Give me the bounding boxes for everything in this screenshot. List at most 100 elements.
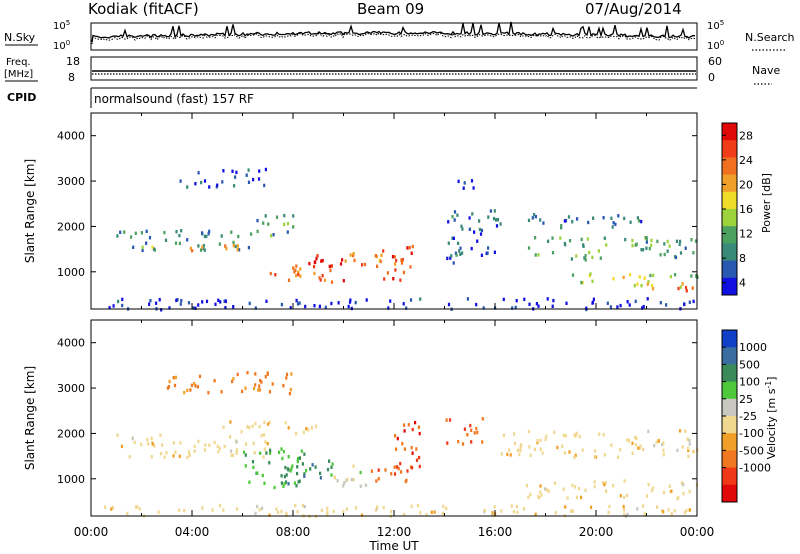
power-cell — [117, 299, 120, 304]
vel-cell — [303, 472, 306, 476]
vel-cell — [284, 480, 288, 484]
power-cell — [236, 244, 239, 248]
power-cell — [308, 261, 311, 266]
power-cell — [515, 299, 518, 303]
time-x-axis: 00:00 04:00 08:00 12:00 16:00 20:00 00:00 — [74, 525, 715, 539]
vel-cell — [290, 372, 293, 376]
power-cell — [329, 268, 332, 273]
power-cell — [148, 302, 151, 306]
power-cell — [457, 241, 460, 246]
vel-cell — [564, 434, 567, 438]
vel-cell — [470, 428, 473, 432]
vel-cell — [295, 432, 298, 436]
vel-cell — [284, 421, 287, 425]
power-cell — [256, 229, 259, 234]
vel-cell — [229, 420, 232, 424]
vel-cell — [172, 441, 175, 445]
power-cell — [456, 213, 459, 217]
power-cell — [468, 227, 471, 231]
vel-cell — [290, 466, 293, 471]
power-cell — [476, 239, 479, 243]
power-cell — [247, 180, 251, 184]
vel-cell — [314, 465, 317, 469]
vel-cell — [179, 441, 182, 445]
vel-cell — [136, 505, 139, 509]
power-cell — [141, 248, 144, 253]
vel-cell — [529, 453, 532, 457]
vel-cell — [655, 440, 658, 444]
vel-cell — [273, 485, 276, 490]
vel-cell — [178, 454, 181, 458]
vel-cell — [236, 372, 239, 377]
power-cell — [299, 274, 302, 278]
vel-cell — [244, 453, 247, 457]
y-tick-label: 4000 — [57, 337, 85, 350]
vel-cell — [172, 454, 175, 458]
vel-cell — [411, 427, 414, 432]
power-cell — [599, 256, 602, 260]
colorbar-tick-label: 25 — [739, 393, 753, 406]
power-cell — [493, 209, 496, 213]
vel-cell — [554, 511, 557, 515]
vel-cell — [403, 447, 406, 451]
power-cell — [186, 238, 189, 242]
vel-cell — [159, 433, 162, 437]
power-cell — [214, 302, 217, 306]
vel-cell — [433, 510, 436, 514]
vel-cell — [287, 426, 290, 430]
colorbar-tick-label: -1000 — [739, 462, 771, 475]
vel-cell — [578, 434, 581, 439]
vel-cell — [603, 453, 606, 457]
vel-cell — [523, 507, 526, 511]
power-cell — [642, 304, 645, 309]
vel-cell — [281, 456, 284, 461]
power-cell — [688, 300, 691, 304]
power-cell — [320, 259, 323, 263]
power-cell — [201, 245, 204, 249]
power-cell — [224, 299, 227, 304]
colorbar-swatch — [722, 191, 737, 210]
power-cell — [570, 257, 573, 261]
vel-cell — [268, 390, 272, 394]
vel-cell — [519, 448, 522, 453]
power-cell — [108, 306, 111, 310]
colorbar-swatch — [722, 243, 737, 262]
power-cell — [569, 239, 572, 243]
power-cell — [230, 230, 233, 234]
power-cell — [663, 242, 666, 246]
vel-cell — [673, 509, 676, 513]
vel-cell — [577, 486, 581, 491]
vel-cell — [263, 420, 266, 424]
date-title: 07/Aug/2014 — [585, 0, 682, 18]
vel-cell — [670, 489, 673, 493]
vel-cell — [173, 383, 177, 388]
vel-cell — [165, 451, 168, 455]
vel-cell — [217, 450, 220, 454]
vel-cell — [623, 479, 626, 483]
colorbar-swatch — [722, 484, 737, 503]
vel-cell — [319, 476, 322, 480]
x-tick-label: 08:00 — [276, 525, 311, 539]
vel-cell — [545, 488, 548, 492]
vel-cell — [213, 379, 216, 383]
power-cell — [203, 248, 206, 252]
power-cell — [376, 264, 379, 268]
power-cell — [180, 229, 183, 233]
vel-cell — [282, 384, 285, 388]
power-y-axis: 1000 2000 3000 4000 — [57, 113, 698, 309]
power-cell — [400, 261, 404, 265]
vel-cell — [403, 423, 406, 427]
power-cell — [576, 217, 579, 221]
vel-cell — [150, 455, 153, 459]
power-cell — [480, 228, 484, 233]
vel-cell — [303, 452, 306, 456]
power-cell — [197, 303, 200, 307]
power-cell — [511, 306, 514, 310]
vel-cell — [360, 513, 364, 517]
vel-cell — [445, 418, 448, 422]
power-cell — [466, 297, 469, 301]
vel-cell — [636, 507, 639, 511]
colorbar-swatch — [722, 277, 737, 296]
vel-cell — [515, 504, 518, 509]
power-cell — [391, 255, 395, 259]
